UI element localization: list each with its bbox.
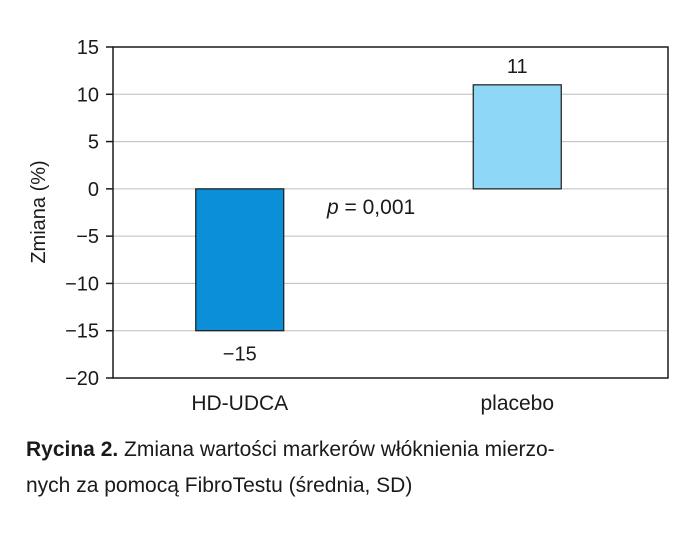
caption-line-1: Zmiana wartości markerów włóknienia mier…: [118, 438, 555, 461]
y-tick-label: −20: [65, 368, 99, 390]
y-axis-label: Zmiana (%): [28, 160, 50, 263]
y-axis-ticks: 15 10 5 0 −5 −10 −15 −20: [65, 37, 113, 390]
y-tick-label: 5: [88, 132, 99, 154]
data-labels: −15 11: [223, 56, 528, 366]
bar-hd-udca: [195, 188, 285, 332]
x-tick-label: HD-UDCA: [191, 392, 288, 415]
y-tick-label: 10: [77, 84, 99, 106]
caption-label: Rycina 2.: [26, 438, 119, 461]
x-axis-ticks: HD-UDCA placebo: [191, 392, 554, 415]
y-tick-label: 0: [88, 179, 99, 201]
bar-placebo: [472, 84, 562, 190]
bar-chart: 15 10 5 0 −5 −10 −15 −20 HD-UDCA placebo −15 11 Z…: [28, 37, 669, 415]
p-symbol: p: [326, 196, 339, 219]
data-label: −15: [223, 344, 257, 366]
y-tick-label: −10: [65, 273, 99, 295]
y-tick-label: −5: [76, 226, 99, 248]
p-value-annotation: p = 0,001: [326, 196, 415, 219]
caption-line-2: nych za pomocą FibroTestu (średnia, SD): [26, 474, 413, 497]
data-label: 11: [507, 56, 528, 78]
y-tick-label: −15: [65, 321, 99, 343]
plot-frame: [112, 46, 669, 379]
y-tick-label: 15: [77, 37, 99, 59]
figure-caption: Rycina 2. Zmiana wartości markerów włókn…: [26, 432, 686, 504]
bars: [195, 84, 562, 332]
x-tick-label: placebo: [480, 392, 554, 415]
p-value-text: = 0,001: [339, 196, 415, 219]
